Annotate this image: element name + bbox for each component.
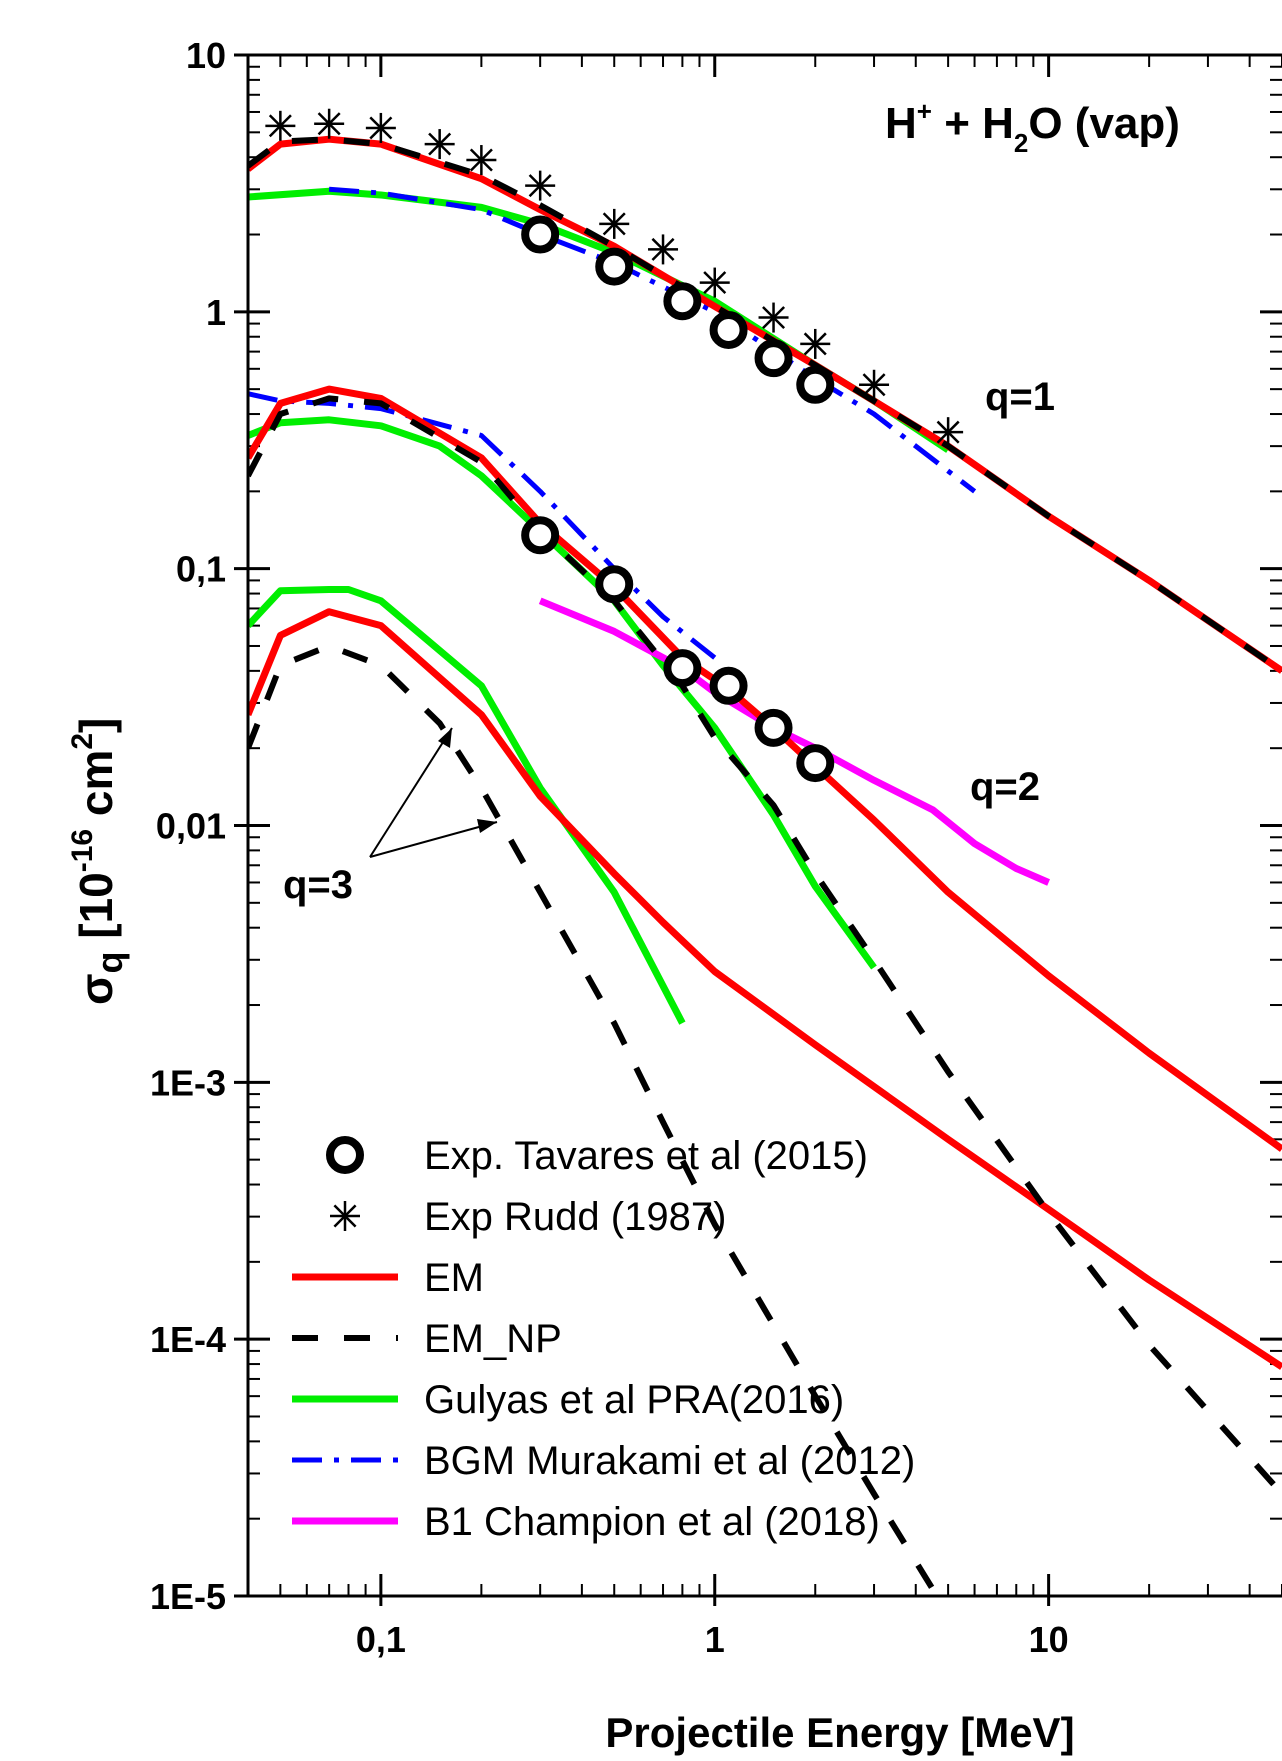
series-gulyas-line-q3: [248, 586, 686, 1025]
q3-arrowhead-upper: [438, 728, 452, 748]
legend-marker-rudd: [330, 1201, 360, 1231]
rudd-point: [314, 108, 345, 139]
tavares-point: [796, 365, 835, 404]
legend-label-tavares: Exp. Tavares et al (2015): [424, 1134, 868, 1178]
rudd-point: [800, 328, 831, 359]
ylabel-open: [10: [70, 872, 122, 951]
annotation-q1: q=1: [985, 375, 1055, 419]
rudd-point: [424, 129, 455, 160]
legend: Exp. Tavares et al (2015) Exp Rudd (1987)…: [292, 1134, 915, 1544]
frame-layer: [246, 53, 1282, 1598]
series-em_np-line-q1: [248, 136, 1282, 674]
ylabel-exp: -16: [66, 829, 99, 872]
y-tick-label: 1E-3: [150, 1062, 226, 1103]
x-axis-title: Projectile Energy [MeV]: [605, 1709, 1074, 1756]
ylabel-unit: cm: [70, 750, 122, 829]
annotation-q2: q=2: [970, 765, 1040, 809]
legend-marker-tavares: [326, 1136, 364, 1174]
chart-title: H+ + H2O (vap): [885, 96, 1180, 158]
tavares-point: [709, 666, 748, 705]
y-axis-title: σq [10-16 cm2]: [66, 718, 130, 1005]
series-bgm-line-q2: [248, 391, 717, 660]
series-bgm-line-q1: [328, 186, 977, 494]
series-gulyas-line-q1: [248, 187, 951, 453]
series-em_np-line-q2: [248, 395, 1282, 1496]
legend-label-em: EM: [424, 1256, 484, 1300]
x-tick-label: 0,1: [356, 1619, 406, 1660]
title-sub: 2: [1014, 128, 1028, 158]
rudd-point: [599, 208, 630, 239]
y-tick-label: 1E-5: [150, 1576, 226, 1617]
y-tick-label: 10: [186, 35, 226, 76]
series-em-line-q3: [248, 608, 1282, 1370]
marker-layer: [265, 108, 964, 783]
q3-arrow-upper: [369, 727, 453, 858]
title-plus: +: [917, 96, 932, 126]
tavares-point: [595, 247, 634, 286]
ylabel-sq: 2: [66, 733, 99, 750]
tavares-point: [754, 339, 793, 378]
rudd-point: [699, 267, 730, 298]
tavares-point: [663, 649, 702, 688]
tavares-point: [521, 215, 560, 254]
y-tick-label: 0,01: [156, 806, 226, 847]
ylabel-q: q: [89, 952, 130, 974]
rudd-point: [365, 112, 396, 143]
ylabel-close: ]: [70, 718, 122, 733]
rudd-point: [758, 302, 789, 333]
q3-arrow-lower: [369, 821, 498, 858]
tavares-point: [595, 565, 634, 604]
title-mid: + H: [932, 99, 1014, 148]
rudd-point: [525, 170, 556, 201]
q3-arrows: [369, 727, 498, 858]
legend-label-b1: B1 Champion et al (2018): [424, 1500, 880, 1544]
series-em-line-q2: [248, 385, 1282, 1152]
series-em_np-line-q3: [248, 643, 941, 1596]
ylabel-sigma: σ: [70, 974, 122, 1005]
x-tick-label: 10: [1029, 1619, 1069, 1660]
legend-label-gulyas: Gulyas et al PRA(2016): [424, 1378, 844, 1422]
rudd-point: [466, 145, 497, 176]
axes-layer: 10 1 0,1 0,01 1E-3 1E-4 1E-5 0,1 1 10: [150, 35, 1282, 1660]
legend-label-rudd: Exp Rudd (1987): [424, 1195, 726, 1239]
series-layer: [248, 135, 1282, 1596]
y-tick-label: 1: [206, 292, 226, 333]
tavares-point: [663, 282, 702, 321]
series-em-line-q1: [248, 135, 1282, 674]
tavares-point: [521, 516, 560, 555]
title-h: H: [885, 99, 917, 148]
x-tick-label: 1: [705, 1619, 725, 1660]
y-tick-label: 0,1: [176, 549, 226, 590]
rudd-point: [648, 234, 679, 265]
legend-label-em_np: EM_NP: [424, 1317, 562, 1361]
tavares-point: [754, 708, 793, 747]
y-tick-label: 1E-4: [150, 1319, 226, 1360]
rudd-point: [859, 369, 890, 400]
title-tail: O (vap): [1028, 99, 1180, 148]
tavares-point: [796, 744, 835, 783]
rudd-point: [265, 110, 296, 141]
legend-label-bgm: BGM Murakami et al (2012): [424, 1439, 915, 1483]
tavares-point: [709, 310, 748, 349]
rudd-point: [933, 417, 964, 448]
annotation-q3: q=3: [283, 863, 353, 907]
q3-arrowhead-lower: [477, 819, 497, 833]
